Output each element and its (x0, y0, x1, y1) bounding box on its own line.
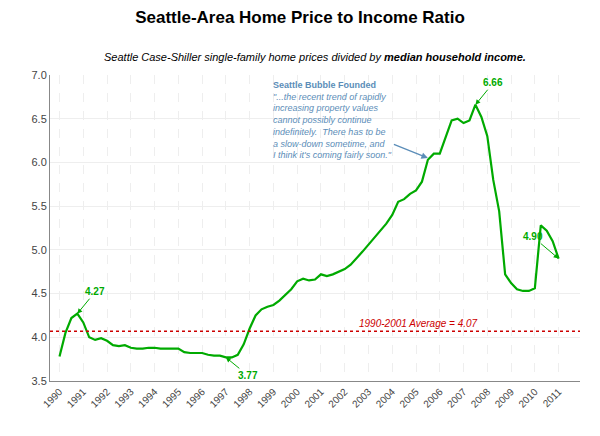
svg-text:3.5: 3.5 (32, 375, 47, 387)
svg-text:5.5: 5.5 (32, 200, 47, 212)
svg-text:1999: 1999 (255, 386, 279, 410)
svg-text:2007: 2007 (445, 386, 469, 410)
svg-text:4.0: 4.0 (32, 331, 47, 343)
svg-text:2000: 2000 (279, 386, 303, 410)
svg-text:1997: 1997 (207, 386, 231, 410)
svg-text:6.66: 6.66 (483, 77, 503, 88)
svg-text:1995: 1995 (160, 386, 184, 410)
svg-text:Seattle Case-Shiller single-fa: Seattle Case-Shiller single-family home … (104, 51, 526, 63)
svg-text:2001: 2001 (302, 386, 326, 410)
svg-text:2004: 2004 (374, 386, 398, 410)
svg-text:1991: 1991 (65, 386, 89, 410)
svg-text:4.27: 4.27 (85, 286, 105, 297)
svg-text:1993: 1993 (112, 386, 136, 410)
svg-text:5.0: 5.0 (32, 244, 47, 256)
svg-text:1996: 1996 (184, 386, 208, 410)
svg-text:3.77: 3.77 (238, 370, 258, 381)
svg-text:7.0: 7.0 (32, 69, 47, 81)
svg-text:1990: 1990 (41, 386, 65, 410)
svg-text:1990-2001 Average = 4.07: 1990-2001 Average = 4.07 (359, 318, 478, 329)
svg-text:2008: 2008 (469, 386, 493, 410)
svg-text:Seattle Bubble Founded"...the: Seattle Bubble Founded"...the recent tre… (273, 80, 392, 160)
svg-text:6.0: 6.0 (32, 156, 47, 168)
svg-text:2011: 2011 (541, 386, 564, 409)
svg-text:2009: 2009 (493, 386, 517, 410)
svg-text:2005: 2005 (397, 386, 421, 410)
svg-text:1998: 1998 (231, 386, 255, 410)
svg-text:2006: 2006 (421, 386, 445, 410)
svg-text:2002: 2002 (326, 386, 350, 410)
svg-text:4.5: 4.5 (32, 287, 47, 299)
svg-text:4.90: 4.90 (523, 231, 543, 242)
svg-text:2010: 2010 (516, 386, 540, 410)
svg-text:1992: 1992 (88, 386, 112, 410)
svg-text:6.5: 6.5 (32, 113, 47, 125)
svg-text:Seattle-Area Home Price to Inc: Seattle-Area Home Price to Income Ratio (135, 8, 465, 27)
svg-text:1994: 1994 (136, 386, 160, 410)
svg-text:2003: 2003 (350, 386, 374, 410)
